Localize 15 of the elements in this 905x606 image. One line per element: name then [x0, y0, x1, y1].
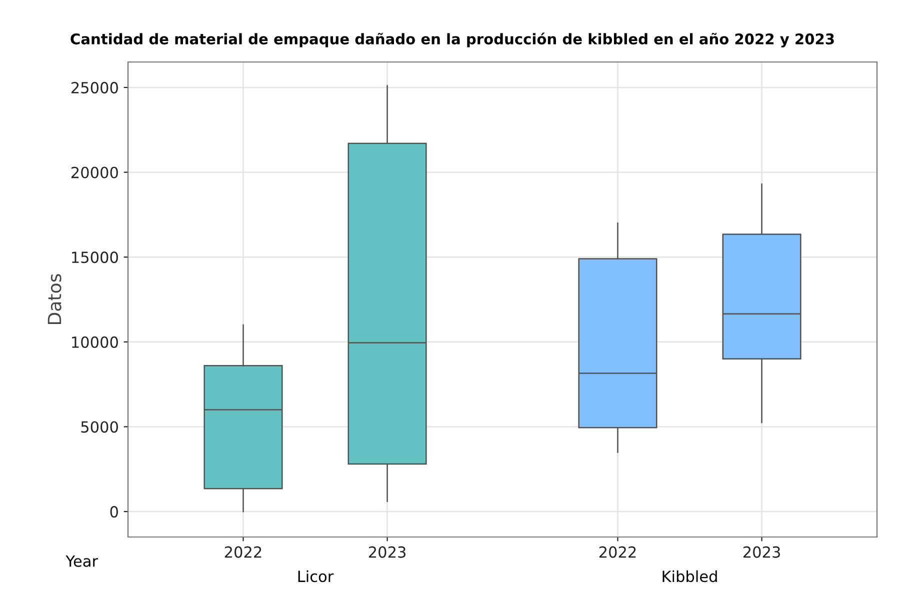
y-tick-label: 25000: [71, 82, 118, 94]
y-tick-label: 0: [110, 506, 118, 518]
text: Licor: [298, 570, 334, 582]
x-tick-label: 2023: [743, 546, 780, 558]
x-tick-label: 2022: [224, 546, 262, 558]
x-tick-label: 2023: [368, 546, 406, 558]
y-axis-title: Datos: [48, 274, 62, 324]
y-tick-label: 10000: [72, 336, 118, 348]
y-tick-label: 20000: [71, 166, 118, 178]
x-axis-title: Year: [66, 556, 98, 567]
text: Kibbled: [662, 570, 717, 582]
y-tick-label: 5000: [81, 421, 118, 433]
chart-title: Cantidad de material de empaque dañado en la producción de kibbled en el año 2022 y 2023: [70, 32, 834, 48]
y-tick-label: 15000: [72, 252, 118, 264]
x-tick-label: 2022: [599, 546, 636, 558]
